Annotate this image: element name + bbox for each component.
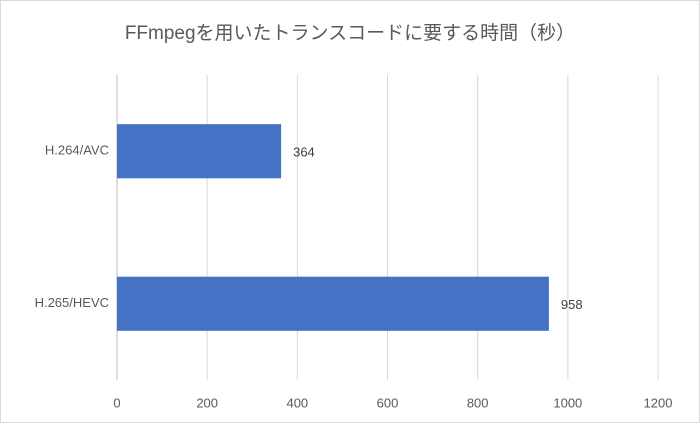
y-tick-label: H.265/HEVC: [35, 295, 109, 310]
x-tick-label: 1200: [644, 395, 673, 410]
bar: [117, 276, 549, 331]
y-tick-label: H.264/AVC: [45, 143, 109, 158]
x-tick-label: 600: [377, 395, 399, 410]
x-tick-label: 1000: [553, 395, 582, 410]
x-tick-label: 800: [467, 395, 489, 410]
x-tick-label: 0: [113, 395, 120, 410]
chart-title: FFmpegを用いたトランスコードに要する時間（秒）: [125, 22, 575, 44]
bar: [117, 124, 282, 179]
value-label: 364: [293, 145, 315, 160]
value-label: 958: [561, 297, 583, 312]
x-tick-label: 400: [286, 395, 308, 410]
x-tick-label: 200: [196, 395, 218, 410]
